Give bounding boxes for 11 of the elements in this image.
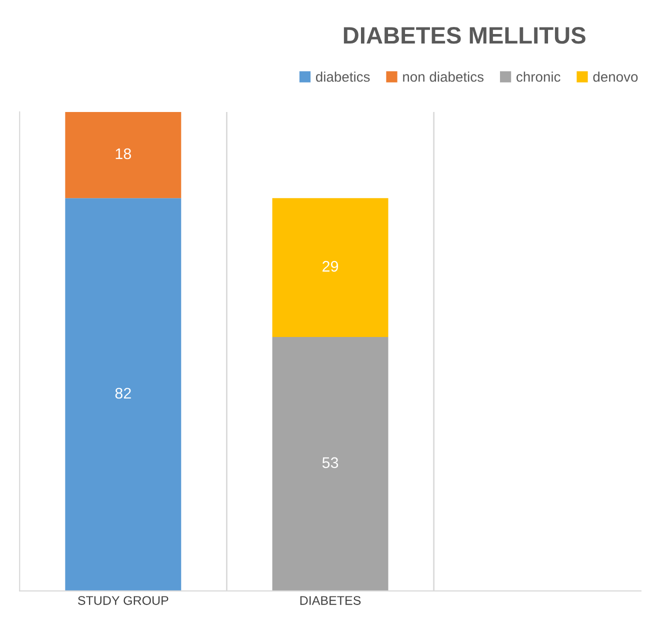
data-label: 82 (115, 388, 131, 399)
x-tick-label: DIABETES (300, 596, 361, 605)
chart-title: DIABETES MELLITUS (344, 27, 586, 44)
legend-label: denovo (593, 72, 638, 82)
data-label: 18 (116, 148, 132, 160)
data-label: 29 (322, 260, 338, 272)
legend-label: non diabetics (403, 72, 484, 82)
data-label: 53 (322, 457, 338, 468)
legend-label: diabetics (316, 72, 370, 82)
legend-label: chronic (516, 72, 560, 82)
x-tick-label: STUDY GROUP (78, 596, 168, 605)
